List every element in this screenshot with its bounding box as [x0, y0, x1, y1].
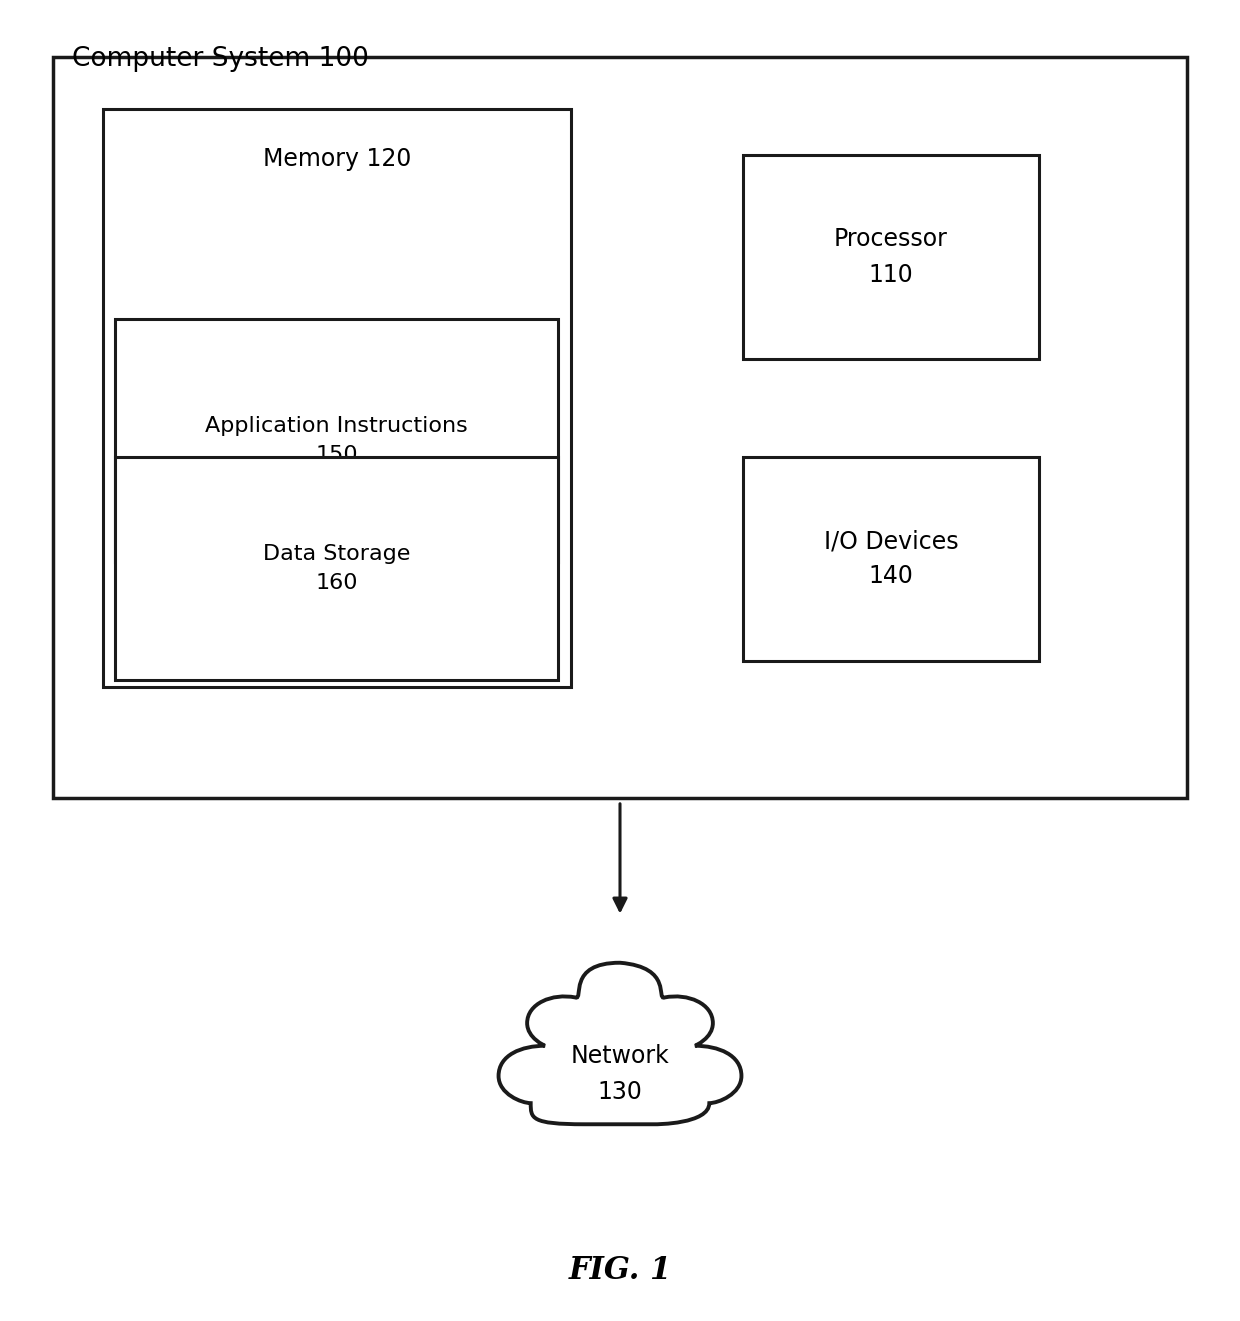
Text: Network
130: Network 130	[570, 1045, 670, 1103]
Bar	[115, 320, 558, 561]
Text: FIG. 1: FIG. 1	[568, 1255, 672, 1287]
Text: I/O Devices
140: I/O Devices 140	[823, 530, 959, 588]
Text: Data Storage
160: Data Storage 160	[263, 544, 410, 593]
Bar	[103, 110, 570, 687]
Text: Processor
110: Processor 110	[835, 227, 947, 287]
Bar	[743, 155, 1039, 358]
PathPatch shape	[498, 963, 742, 1124]
Text: Application Instructions
150: Application Instructions 150	[206, 416, 467, 465]
Bar	[53, 57, 1187, 798]
Bar	[743, 457, 1039, 660]
Text: Memory 120: Memory 120	[263, 147, 410, 170]
Text: Computer System 100: Computer System 100	[72, 46, 368, 73]
Bar	[115, 457, 558, 680]
